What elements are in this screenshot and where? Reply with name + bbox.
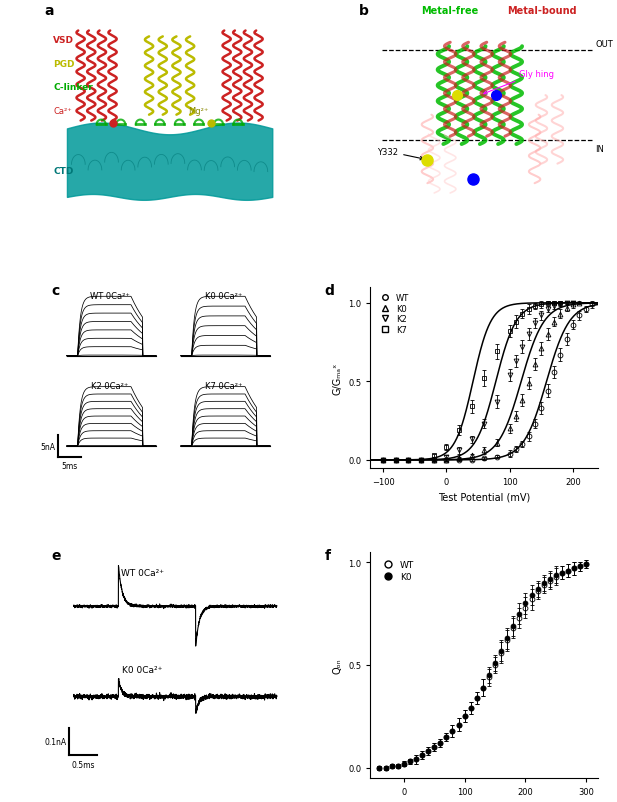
Text: PGD: PGD xyxy=(53,59,75,69)
Text: f: f xyxy=(325,548,331,562)
Text: a: a xyxy=(44,4,54,18)
Text: 5ms: 5ms xyxy=(61,461,77,470)
Text: WT 0Ca²⁺: WT 0Ca²⁺ xyxy=(90,291,130,300)
Text: c: c xyxy=(51,284,59,298)
Text: 0.5ms: 0.5ms xyxy=(71,760,94,769)
Text: d: d xyxy=(325,284,334,298)
Text: Gly hing: Gly hing xyxy=(484,70,553,95)
Text: WT 0Ca²⁺: WT 0Ca²⁺ xyxy=(121,568,164,577)
Legend: WT, K0: WT, K0 xyxy=(375,557,418,585)
Text: K7 0Ca²⁺: K7 0Ca²⁺ xyxy=(205,382,242,391)
Legend: WT, K0, K2, K7: WT, K0, K2, K7 xyxy=(375,292,411,336)
Text: 5nA: 5nA xyxy=(41,442,56,451)
Y-axis label: G/Gₘₐˣ: G/Gₘₐˣ xyxy=(333,362,342,394)
Text: e: e xyxy=(51,548,60,562)
Text: CTD: CTD xyxy=(53,167,73,176)
Text: Mg²⁺: Mg²⁺ xyxy=(188,107,208,115)
Text: b: b xyxy=(359,4,369,18)
Text: 0.1nA: 0.1nA xyxy=(45,737,67,747)
Text: Metal-free: Metal-free xyxy=(421,6,479,16)
Y-axis label: Qₒₙ: Qₒₙ xyxy=(333,658,342,673)
Text: VSD: VSD xyxy=(53,36,74,45)
Text: C-linker: C-linker xyxy=(53,83,93,92)
Text: K2 0Ca²⁺: K2 0Ca²⁺ xyxy=(91,382,128,391)
X-axis label: Test Potential (mV): Test Potential (mV) xyxy=(438,492,531,502)
Text: Ca²⁺: Ca²⁺ xyxy=(53,107,72,115)
Text: K0 0Ca²⁺: K0 0Ca²⁺ xyxy=(205,291,242,300)
Text: Metal-bound: Metal-bound xyxy=(507,6,576,16)
Text: K0 0Ca²⁺: K0 0Ca²⁺ xyxy=(122,665,162,674)
Text: Y332: Y332 xyxy=(377,148,423,160)
Text: IN: IN xyxy=(595,145,604,154)
Text: OUT: OUT xyxy=(595,40,613,49)
